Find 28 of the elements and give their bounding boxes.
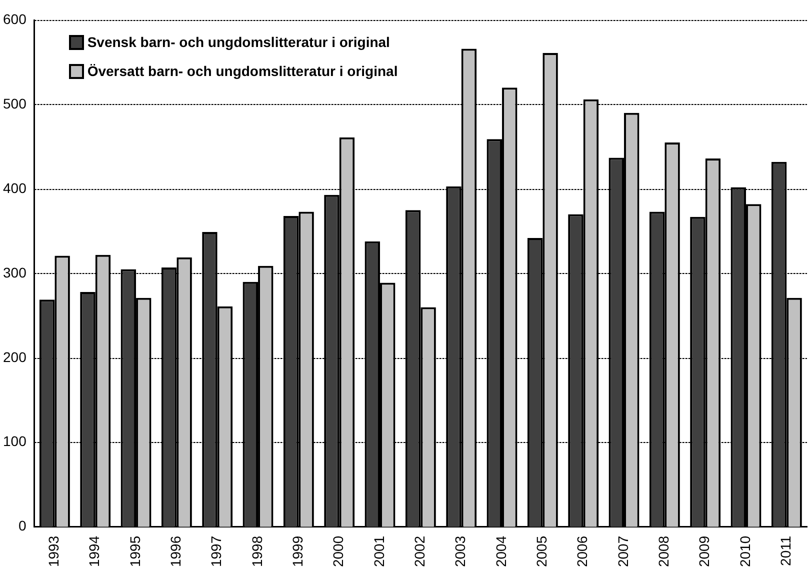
y-tick-label: 500 [3, 95, 27, 112]
x-tick-label: 1996 [168, 536, 184, 568]
x-tick-label: 2002 [412, 536, 428, 568]
legend-label: Översatt barn- och ungdomslitteratur i original [87, 63, 398, 79]
y-tick-label: 300 [3, 264, 27, 280]
y-tick-label: 200 [3, 348, 27, 365]
x-tick-label: 2007 [614, 536, 631, 568]
y-tick-label: 100 [3, 433, 27, 450]
legend-label: Svensk barn- och ungdomslitteratur i original [87, 34, 390, 50]
x-tick-label: 1995 [126, 536, 143, 568]
x-tick-label: 1994 [86, 536, 102, 568]
y-tick-label: 600 [3, 10, 27, 27]
x-tick-label: 2005 [534, 536, 550, 568]
x-tick-label: 2000 [330, 536, 346, 568]
x-tick-label: 1999 [290, 536, 306, 568]
x-tick-label: 2004 [492, 536, 509, 568]
x-tick-label: 2001 [370, 536, 387, 568]
x-tick-label: 1997 [208, 536, 224, 568]
x-tick-label: 2009 [696, 536, 712, 568]
x-tick-label: 2011 [778, 536, 794, 566]
x-tick-label: 2008 [656, 536, 672, 568]
x-tick-label: 2010 [736, 536, 753, 568]
x-tick-label: 1998 [248, 536, 265, 568]
x-tick-label: 2006 [574, 536, 590, 568]
y-tick-label: 400 [3, 180, 27, 196]
x-tick-label: 2003 [452, 536, 468, 568]
y-tick-label: 0 [18, 518, 27, 534]
x-tick-label: 1993 [46, 536, 62, 568]
